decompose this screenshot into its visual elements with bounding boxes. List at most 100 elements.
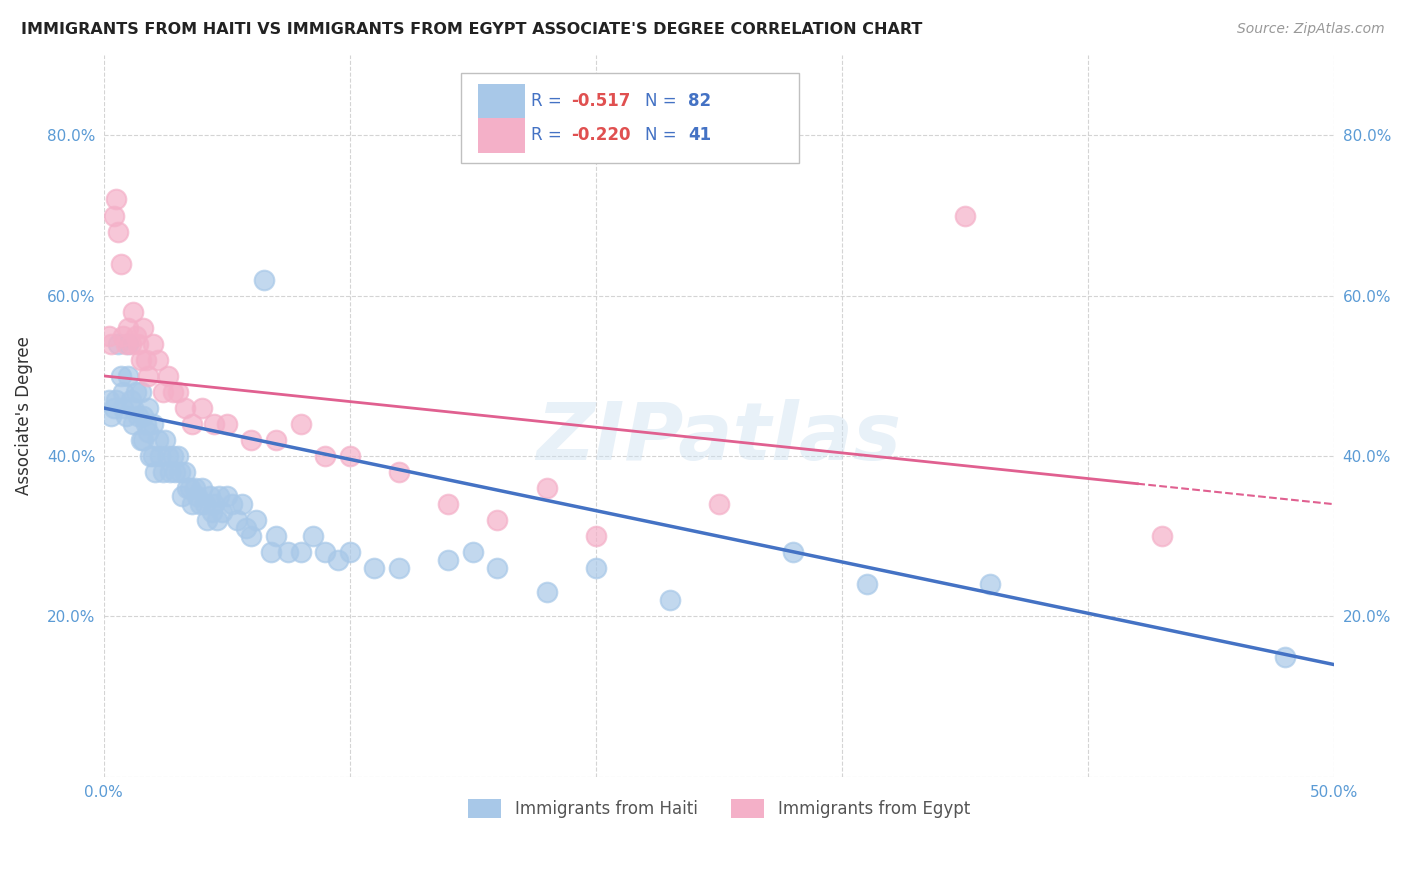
Point (240, 433, 263, 447)
Point (103, 401, 125, 415)
Point (110, 257, 132, 271)
Point (658, 593, 681, 607)
Point (149, 449, 172, 463)
Text: 41: 41 (688, 127, 711, 145)
Point (201, 505, 224, 519)
Point (215, 489, 238, 503)
Point (135, 417, 157, 431)
Point (115, 336, 138, 351)
Point (1274, 649, 1296, 664)
Point (388, 465, 411, 479)
FancyBboxPatch shape (478, 84, 524, 119)
Point (205, 513, 228, 527)
Point (152, 465, 174, 479)
Point (103, 209, 125, 223)
Point (211, 505, 233, 519)
Point (135, 352, 157, 367)
Point (165, 465, 187, 479)
Point (117, 336, 139, 351)
Point (120, 336, 142, 351)
Point (195, 513, 218, 527)
Point (117, 368, 139, 383)
Point (139, 449, 162, 463)
Point (107, 225, 129, 239)
Point (117, 320, 139, 334)
Point (235, 521, 257, 535)
Point (204, 417, 226, 431)
Point (142, 417, 165, 431)
Text: -0.517: -0.517 (571, 93, 631, 111)
Point (166, 449, 188, 463)
Point (1150, 529, 1173, 543)
Point (125, 328, 148, 343)
Point (363, 561, 385, 575)
Point (110, 368, 132, 383)
Point (100, 336, 122, 351)
Point (186, 489, 208, 503)
Point (191, 401, 214, 415)
Point (159, 465, 181, 479)
Point (277, 545, 299, 559)
Point (115, 409, 138, 423)
Point (156, 449, 179, 463)
Text: -0.220: -0.220 (571, 127, 631, 145)
Point (97, 328, 120, 343)
Point (105, 392, 128, 407)
Point (245, 513, 267, 527)
Point (129, 352, 152, 367)
Point (461, 545, 484, 559)
Text: N =: N = (645, 93, 682, 111)
Point (162, 449, 184, 463)
Point (142, 336, 165, 351)
Point (314, 545, 336, 559)
Point (145, 465, 167, 479)
Point (136, 401, 159, 415)
Point (172, 489, 194, 503)
Point (166, 384, 188, 399)
Point (174, 401, 197, 415)
Point (215, 417, 238, 431)
Point (486, 561, 509, 575)
Point (132, 320, 155, 334)
Y-axis label: Associate's Degree: Associate's Degree (15, 336, 32, 495)
FancyBboxPatch shape (478, 118, 524, 153)
Point (264, 433, 287, 447)
Point (208, 489, 231, 503)
Point (302, 529, 325, 543)
Point (181, 497, 204, 511)
Point (314, 449, 336, 463)
Point (162, 384, 184, 399)
Point (97, 392, 120, 407)
Point (125, 384, 148, 399)
FancyBboxPatch shape (461, 73, 799, 163)
Legend: Immigrants from Haiti, Immigrants from Egypt: Immigrants from Haiti, Immigrants from E… (460, 790, 979, 826)
Point (388, 561, 411, 575)
Text: IMMIGRANTS FROM HAITI VS IMMIGRANTS FROM EGYPT ASSOCIATE'S DEGREE CORRELATION CH: IMMIGRANTS FROM HAITI VS IMMIGRANTS FROM… (21, 22, 922, 37)
Text: N =: N = (645, 127, 682, 145)
Point (129, 433, 152, 447)
Point (231, 497, 253, 511)
Point (486, 513, 509, 527)
Text: R =: R = (530, 93, 567, 111)
Point (176, 481, 198, 495)
Point (585, 529, 607, 543)
Point (204, 497, 226, 511)
Point (194, 497, 217, 511)
Point (260, 545, 283, 559)
Point (100, 409, 122, 423)
Point (437, 497, 460, 511)
Point (707, 497, 730, 511)
Point (979, 577, 1001, 591)
Point (142, 449, 165, 463)
Point (174, 465, 197, 479)
Text: Source: ZipAtlas.com: Source: ZipAtlas.com (1237, 22, 1385, 37)
Point (191, 481, 214, 495)
Point (146, 433, 169, 447)
Point (155, 433, 177, 447)
Point (179, 481, 201, 495)
Point (112, 328, 135, 343)
Point (122, 417, 145, 431)
Point (132, 433, 155, 447)
Point (855, 577, 877, 591)
Point (184, 481, 207, 495)
